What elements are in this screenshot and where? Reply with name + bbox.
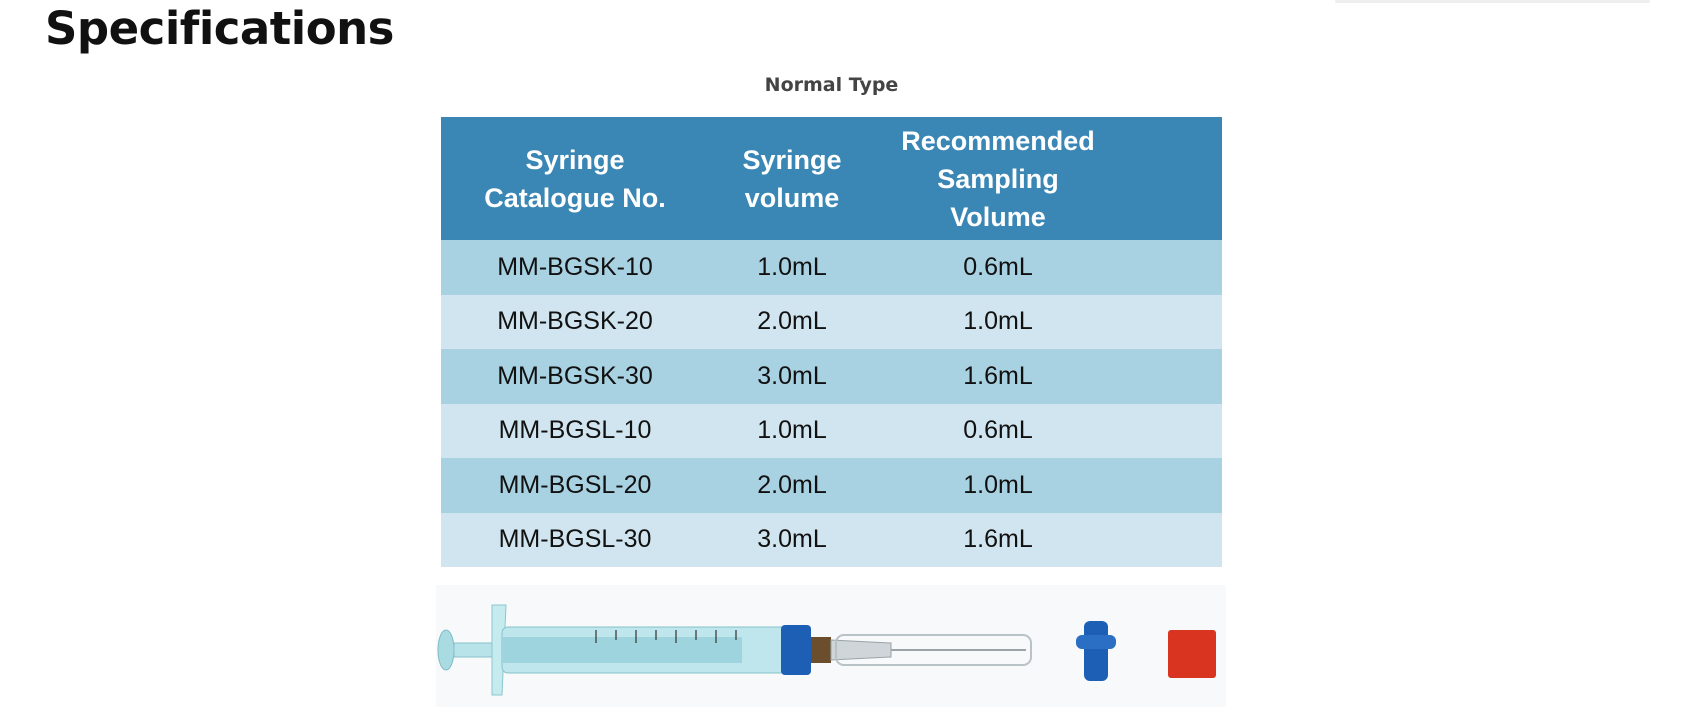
page-title: Specifications [45, 2, 394, 55]
header-line: Syringe [742, 144, 842, 175]
table-cell: 3.0mL [709, 349, 875, 404]
cell-spacer [1121, 349, 1222, 404]
spec-table: Syringe Catalogue No. Syringe volume Recomme… [441, 117, 1222, 567]
table-row: MM-BGSK-30 3.0mL 1.6mL [441, 349, 1222, 404]
table-cell: MM-BGSL-30 [441, 512, 709, 567]
header-line: Catalogue No. [484, 182, 666, 213]
table-cell: 1.0mL [709, 403, 875, 458]
table-cell: 1.6mL [875, 512, 1121, 567]
decoration [1335, 0, 1650, 3]
table-row: MM-BGSL-30 3.0mL 1.6mL [441, 512, 1222, 567]
table-cell: 2.0mL [709, 458, 875, 513]
table-cell: 3.0mL [709, 512, 875, 567]
column-header: Syringe Catalogue No. [441, 117, 709, 240]
cell-spacer [1121, 240, 1222, 295]
table-row: MM-BGSL-10 1.0mL 0.6mL [441, 403, 1222, 458]
table-caption: Normal Type [764, 74, 899, 96]
header-line: Syringe [525, 144, 625, 175]
table-cell: 2.0mL [709, 294, 875, 349]
table-cell: 0.6mL [875, 403, 1121, 458]
table-body: MM-BGSK-10 1.0mL 0.6mL MM-BGSK-20 2.0mL 1.0mL… [441, 240, 1222, 567]
header-spacer [1121, 117, 1222, 240]
product-image [436, 585, 1226, 707]
cell-spacer [1121, 403, 1222, 458]
table-row: MM-BGSK-20 2.0mL 1.0mL [441, 294, 1222, 349]
table-cell: 1.0mL [709, 240, 875, 295]
cell-spacer [1121, 458, 1222, 513]
table-cell: MM-BGSK-30 [441, 349, 709, 404]
table-cell: MM-BGSK-20 [441, 294, 709, 349]
column-header: Recommended Sampling Volume [875, 117, 1121, 240]
table-row: MM-BGSL-20 2.0mL 1.0mL [441, 458, 1222, 513]
header-line: Recommended [901, 125, 1095, 156]
column-header: Syringe volume [709, 117, 875, 240]
table-cell: MM-BGSL-10 [441, 403, 709, 458]
header-line: Volume [950, 201, 1046, 232]
table-cell: 1.0mL [875, 294, 1121, 349]
table-cell: 1.6mL [875, 349, 1121, 404]
table-row: MM-BGSK-10 1.0mL 0.6mL [441, 240, 1222, 295]
cell-spacer [1121, 294, 1222, 349]
header-line: Sampling [937, 163, 1059, 194]
table-cell: 0.6mL [875, 240, 1121, 295]
header-line: volume [744, 182, 840, 213]
header-row: Syringe Catalogue No. Syringe volume Recomme… [441, 117, 1222, 240]
cell-spacer [1121, 512, 1222, 567]
table-cell: MM-BGSK-10 [441, 240, 709, 295]
table-cell: 1.0mL [875, 458, 1121, 513]
table-cell: MM-BGSL-20 [441, 458, 709, 513]
